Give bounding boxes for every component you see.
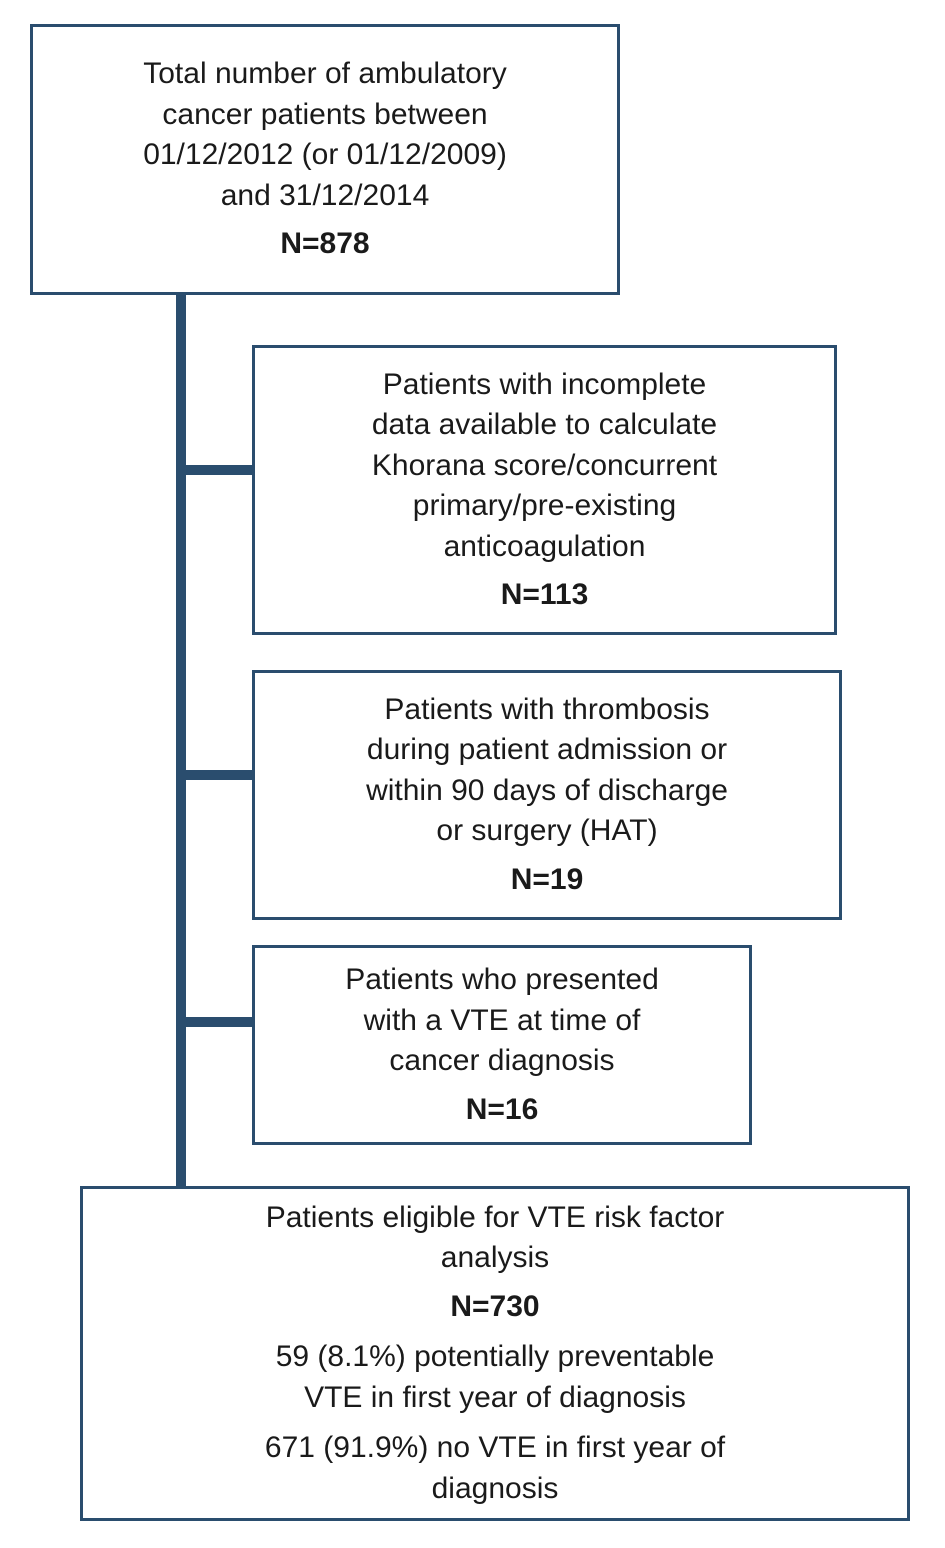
box-excl1-line: Patients with incomplete [383,365,707,406]
box-excl3-n: N=16 [466,1090,539,1131]
box-excl3-line: Patients who presented [345,960,659,1001]
box-excl1-line: primary/pre-existing [413,486,676,527]
box-final-subline: diagnosis [432,1469,559,1510]
branch-2 [176,770,252,780]
box-excl1-line: Khorana score/concurrent [372,446,717,487]
box-excl2-line: during patient admission or [367,730,727,771]
branch-1 [176,465,252,475]
box-top-line: 01/12/2012 (or 01/12/2009) [143,135,507,176]
branch-3 [176,1017,252,1027]
box-final-subline: 59 (8.1%) potentially preventable [276,1337,715,1378]
box-excl-incomplete-data: Patients with incomplete data available … [252,345,837,635]
box-top-line: cancer patients between [162,95,487,136]
box-excl2-line: Patients with thrombosis [384,690,709,731]
vertical-connector [176,295,186,1265]
box-final-subline: VTE in first year of diagnosis [304,1378,686,1419]
box-final-line: analysis [441,1238,549,1279]
box-excl1-n: N=113 [501,575,589,616]
box-excl2-line: within 90 days of discharge [366,771,728,812]
box-top-n: N=878 [280,224,369,265]
box-final-line: Patients eligible for VTE risk factor [266,1198,725,1239]
box-eligible-patients: Patients eligible for VTE risk factor an… [80,1186,910,1521]
box-excl3-line: cancer diagnosis [389,1041,614,1082]
box-total-patients: Total number of ambulatory cancer patien… [30,24,620,295]
box-final-subline: 671 (91.9%) no VTE in first year of [265,1428,725,1469]
box-top-line: and 31/12/2014 [221,176,430,217]
box-excl-hat: Patients with thrombosis during patient … [252,670,842,920]
box-final-n: N=730 [450,1287,539,1328]
box-excl-vte-at-diagnosis: Patients who presented with a VTE at tim… [252,945,752,1145]
box-excl3-line: with a VTE at time of [364,1001,641,1042]
box-excl1-line: data available to calculate [372,405,717,446]
box-top-line: Total number of ambulatory [143,54,507,95]
box-excl2-line: or surgery (HAT) [436,811,657,852]
box-excl1-line: anticoagulation [444,527,646,568]
box-excl2-n: N=19 [511,860,584,901]
